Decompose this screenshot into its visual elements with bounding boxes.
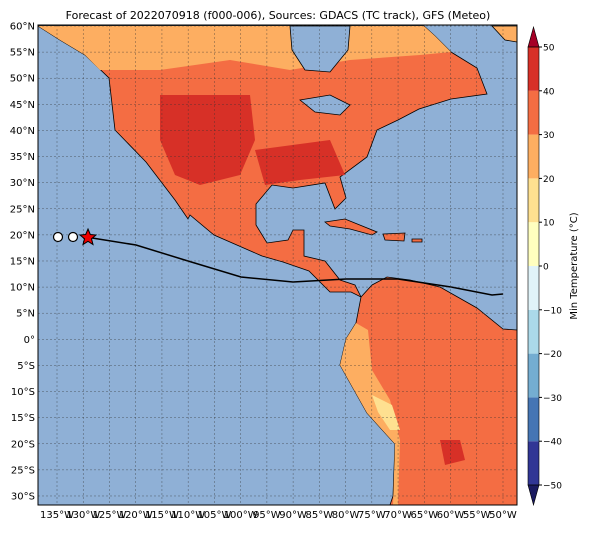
map-frame xyxy=(37,24,518,506)
chaco-warm xyxy=(440,440,465,465)
lon-label: 50°W xyxy=(489,510,517,521)
lon-label: 110°W xyxy=(171,510,205,521)
colorbar-bin xyxy=(528,134,539,179)
colorbar-tick-label: 10 xyxy=(543,219,555,229)
colorbar-bin xyxy=(528,266,539,310)
lat-label: 25°S xyxy=(11,465,35,476)
track-point xyxy=(67,231,79,243)
great-lakes xyxy=(299,94,351,116)
colorbar-tick-label: −50 xyxy=(543,482,562,492)
map-title: Forecast of 2022070918 (f000-006), Sourc… xyxy=(66,9,491,22)
colorbar-over xyxy=(527,25,540,48)
lat-label: 0° xyxy=(24,335,35,346)
colorbar-bin xyxy=(528,47,539,91)
colorbar xyxy=(527,25,542,507)
colorbar-tick-label: 0 xyxy=(543,263,549,273)
lat-label: 25°N xyxy=(10,204,35,215)
colorbar-tick-label: −10 xyxy=(543,306,562,316)
lat-label: 50°N xyxy=(10,74,35,85)
colorbar-tick-label: 20 xyxy=(543,175,555,185)
lon-label: 120°W xyxy=(119,510,153,521)
greenland xyxy=(491,25,517,43)
lon-label: 125°W xyxy=(92,510,126,521)
lat-label: 35°N xyxy=(10,152,35,163)
lat-label: 15°S xyxy=(11,413,35,424)
us-warm xyxy=(160,95,255,185)
lon-label: 95°W xyxy=(253,510,281,521)
track-point xyxy=(52,231,64,243)
lat-label: 20°S xyxy=(11,439,35,450)
colorbar-bin xyxy=(528,397,539,442)
map-area xyxy=(38,25,517,505)
lon-label: 75°W xyxy=(358,510,386,521)
altiplano xyxy=(372,395,400,430)
colorbar-tick-label: 30 xyxy=(543,131,555,141)
lon-label: 90°W xyxy=(279,510,307,521)
puerto-rico xyxy=(411,238,423,243)
lon-label: 70°W xyxy=(384,510,412,521)
colorbar-tick-label: −40 xyxy=(543,438,562,448)
hispaniola xyxy=(382,232,406,242)
lon-label: 60°W xyxy=(437,510,465,521)
lat-label: 30°N xyxy=(10,178,35,189)
lon-label: 135°W xyxy=(40,510,74,521)
lon-label: 100°W xyxy=(224,510,258,521)
lat-label: 55°N xyxy=(10,48,35,59)
lon-label: 130°W xyxy=(66,510,100,521)
lon-label: 105°W xyxy=(197,510,231,521)
lat-label: 10°S xyxy=(11,387,35,398)
lat-label: 40°N xyxy=(10,126,35,137)
lat-label: 20°N xyxy=(10,230,35,241)
lon-label: 80°W xyxy=(332,510,360,521)
storm-position xyxy=(78,227,98,246)
lat-label: 30°S xyxy=(11,491,35,502)
colorbar-tick-label: −20 xyxy=(543,350,562,360)
colorbar-under xyxy=(527,484,540,507)
colorbar-bin xyxy=(528,178,539,223)
lat-label: 45°N xyxy=(10,100,35,111)
lon-label: 85°W xyxy=(306,510,334,521)
lat-label: 60°N xyxy=(10,22,35,33)
lon-label: 65°W xyxy=(410,510,438,521)
colorbar-tick-label: −30 xyxy=(543,394,562,404)
colorbar-bin xyxy=(528,222,539,266)
colorbar-tick-label: 50 xyxy=(543,44,555,54)
lon-label: 55°W xyxy=(463,510,491,521)
lat-label: 5°N xyxy=(16,309,35,320)
colorbar-bin xyxy=(528,441,539,485)
us-south-warm xyxy=(255,140,345,185)
colorbar-bin xyxy=(528,90,539,135)
lat-label: 15°N xyxy=(10,256,35,267)
lat-label: 10°N xyxy=(10,283,35,294)
colorbar-bin xyxy=(528,309,539,354)
colorbar-tick-label: 40 xyxy=(543,87,555,97)
lat-label: 5°S xyxy=(17,361,35,372)
graticule xyxy=(38,25,517,505)
colorbar-bin xyxy=(528,353,539,398)
andes-cool xyxy=(340,323,400,505)
colorbar-label: Min Temperature (°C) xyxy=(569,212,580,319)
lon-label: 115°W xyxy=(145,510,179,521)
